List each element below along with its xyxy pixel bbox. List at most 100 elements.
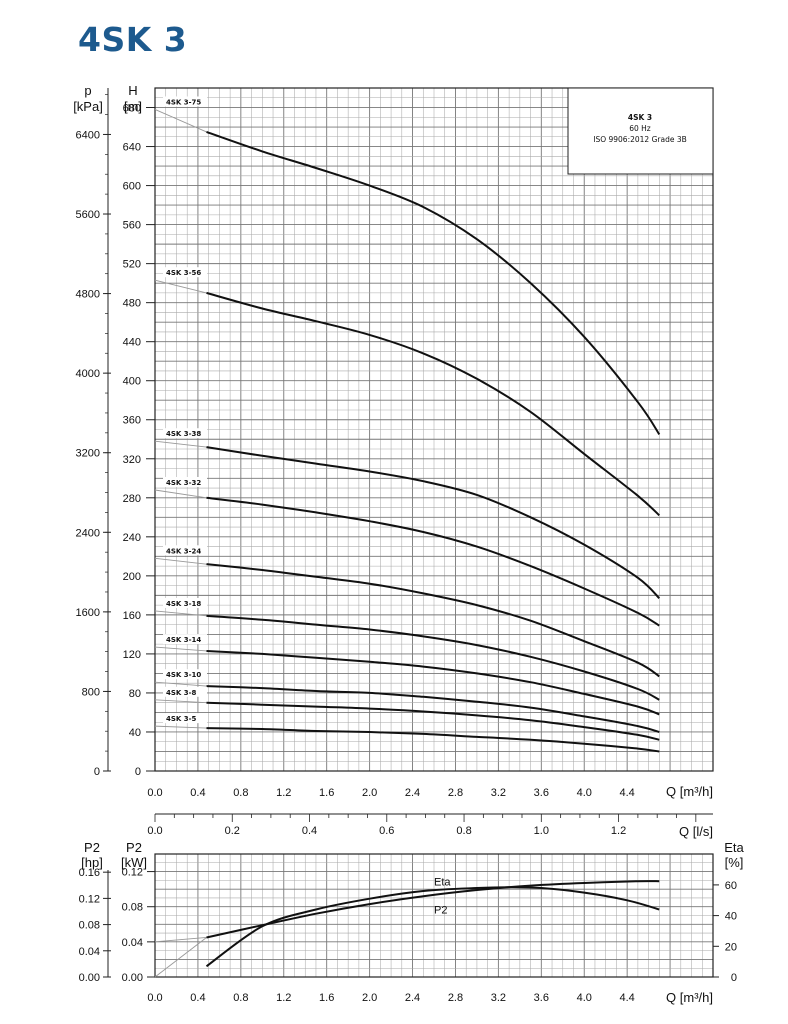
eta-tick-label: 60: [725, 880, 737, 892]
eta-tick-label: 20: [725, 941, 737, 953]
power-x-tick-label: 4.4: [620, 992, 635, 1004]
power-x-tick-label: 2.8: [448, 992, 463, 1004]
power-x-tick-label: 2.4: [405, 992, 420, 1004]
head-curve-4sk-3-10: [206, 685, 660, 733]
ls-tick-label: 0.8: [456, 825, 471, 837]
kw-axis-sub: [kW]: [121, 855, 147, 870]
p-tick-label: 800: [82, 686, 100, 698]
curve-label-bg: [163, 96, 207, 107]
ls-tick-label: 0.6: [379, 825, 394, 837]
head-curve-ext-4sk-3-24: [154, 557, 207, 565]
x-tick-label: 2.4: [405, 787, 420, 799]
power-x-tick-label: 3.6: [534, 992, 549, 1004]
grid: [154, 87, 714, 978]
h-tick-label: 360: [123, 415, 141, 427]
h-axis-sub: [m]: [124, 99, 142, 114]
x-tick-label: 2.0: [362, 787, 377, 799]
eta-curve-label: Eta: [434, 877, 451, 889]
x-axis-label-m3h: Q [m³/h]: [666, 784, 713, 799]
curve-label-4sk-3-18: 4SK 3-18: [166, 600, 201, 608]
head-curve-4sk-3-56: [206, 291, 660, 517]
power-x-axis-label: Q [m³/h]: [666, 990, 713, 1005]
power-x-tick-label: 4.0: [577, 992, 592, 1004]
curve-label-bg: [163, 634, 207, 645]
h-tick-label: 320: [123, 454, 141, 466]
power-x-tick-label: 2.0: [362, 992, 377, 1004]
h-tick-label: 80: [129, 688, 141, 700]
labels: 4SK 3-75 4SK 3-56 4SK 3-38 4SK 3-32 4SK 3-24…: [163, 96, 451, 917]
head-curve-ext-4sk-3-10: [154, 681, 207, 687]
head-curve-4sk-3-8: [206, 701, 660, 741]
x-tick-label: 2.8: [448, 787, 463, 799]
p-tick-label: 4800: [76, 289, 100, 301]
legend-box: 4SK 3 60 Hz ISO 9906:2012 Grade 3B: [567, 87, 714, 175]
hp-tick-label: 0.12: [79, 893, 100, 905]
curve-label-4sk-3-24: 4SK 3-24: [166, 547, 201, 555]
x-tick-label: 1.2: [276, 787, 291, 799]
h-axis-unit: H: [128, 83, 137, 98]
hp-tick-label: 0.16: [79, 867, 100, 879]
kw-axis-unit: P2: [126, 840, 142, 855]
kw-tick-label: 0.04: [122, 937, 143, 949]
eta-tick-label: 0: [731, 972, 737, 984]
p-tick-label: 6400: [76, 129, 100, 141]
head-curve-ext-4sk-3-5: [154, 725, 207, 729]
x-tick-label: 0.0: [147, 787, 162, 799]
eta-axis-unit: Eta: [724, 840, 744, 855]
legend-box-model: 4SK 3: [628, 113, 652, 122]
x-tick-label: 0.8: [233, 787, 248, 799]
curve-label-4sk-3-38: 4SK 3-38: [166, 430, 201, 438]
legend-box-frame: [567, 87, 714, 175]
curve-label-bg: [163, 476, 207, 487]
power-x-tick-label: 3.2: [491, 992, 506, 1004]
head-curve-4sk-3-24: [206, 563, 660, 678]
eta-tick-label: 40: [725, 911, 737, 923]
ls-tick-label: 0.0: [147, 825, 162, 837]
h-tick-label: 480: [123, 298, 141, 310]
head-curve-ext-4sk-3-32: [154, 489, 207, 499]
h-tick-label: 40: [129, 727, 141, 739]
p-tick-label: 0: [94, 766, 100, 778]
curve-label-bg: [163, 545, 207, 556]
curve-label-4sk-3-14: 4SK 3-14: [166, 636, 201, 644]
axes: 0408012016020024028032036040044048052056…: [73, 83, 744, 1005]
curve-label-bg: [163, 267, 207, 278]
head-curve-4sk-3-14: [206, 650, 660, 716]
h-tick-label: 160: [123, 610, 141, 622]
power-x-tick-label: 1.6: [319, 992, 334, 1004]
h-tick-label: 440: [123, 337, 141, 349]
x-tick-label: 1.6: [319, 787, 334, 799]
x-tick-label: 3.2: [491, 787, 506, 799]
head-curve-4sk-3-32: [206, 496, 660, 627]
head-curve-4sk-3-75: [206, 130, 661, 435]
power-x-tick-label: 1.2: [276, 992, 291, 1004]
h-tick-label: 600: [123, 181, 141, 193]
legend-box-frequency: 60 Hz: [629, 124, 651, 133]
curve-label-bg: [163, 669, 207, 680]
h-tick-label: 560: [123, 220, 141, 232]
curve-label-4sk-3-75: 4SK 3-75: [166, 98, 201, 106]
p-tick-label: 1600: [76, 607, 100, 619]
h-tick-label: 680: [123, 103, 141, 115]
hp-axis-sub: [hp]: [81, 855, 103, 870]
p-tick-label: 4000: [76, 368, 100, 380]
head-curve-ext-4sk-3-8: [154, 699, 207, 704]
ls-tick-label: 0.4: [302, 825, 317, 837]
power-x-tick-label: 0.4: [190, 992, 205, 1004]
curve-label-bg: [163, 428, 207, 439]
eta-curve: [205, 886, 660, 968]
power-x-tick-label: 0.8: [233, 992, 248, 1004]
p-axis-unit: p: [84, 83, 91, 98]
hp-tick-label: 0.04: [79, 946, 100, 958]
curve-label-4sk-3-8: 4SK 3-8: [166, 689, 197, 697]
curve-label-bg: [163, 597, 207, 608]
head-curve-4sk-3-18: [206, 614, 660, 701]
p2-curve: [206, 880, 660, 939]
eta-axis-sub: [%]: [725, 855, 744, 870]
head-curve-4sk-3-5: [206, 727, 660, 753]
head-curve-ext-4sk-3-38: [154, 440, 207, 448]
p-tick-label: 2400: [76, 527, 100, 539]
curves: [154, 109, 661, 978]
h-tick-label: 280: [123, 493, 141, 505]
